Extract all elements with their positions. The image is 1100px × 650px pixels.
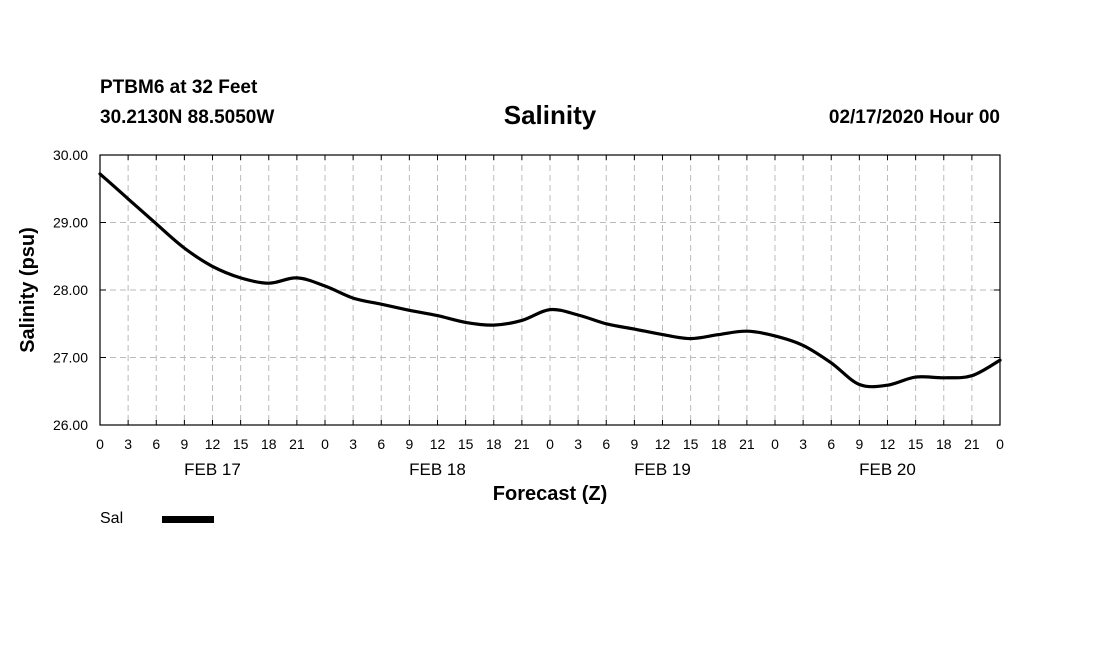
x-tick-label: 15 [233,436,249,452]
x-tick-label: 0 [771,436,779,452]
x-tick-label: 18 [711,436,727,452]
x-tick-label: 12 [655,436,671,452]
legend-swatch-sal [162,516,215,524]
x-tick-label: 15 [908,436,924,452]
x-tick-label: 12 [430,436,446,452]
x-tick-label: 6 [152,436,160,452]
date-label: FEB 17 [184,460,241,479]
x-tick-label: 3 [799,436,807,452]
x-tick-label: 21 [739,436,755,452]
x-tick-label: 21 [964,436,980,452]
x-tick-label: 6 [602,436,610,452]
y-tick-label: 29.00 [53,215,88,231]
x-tick-label: 6 [827,436,835,452]
x-tick-label: 15 [458,436,474,452]
y-axis-title: Salinity (psu) [17,227,39,353]
x-tick-label: 9 [630,436,638,452]
chart-title: Salinity [503,100,597,130]
x-tick-label: 21 [514,436,530,452]
y-tick-label: 27.00 [53,350,88,366]
x-tick-label: 0 [546,436,554,452]
x-tick-label: 3 [349,436,357,452]
station-coordinates: 30.2130N 88.5050W [100,107,275,128]
legend: Sal [100,510,215,528]
x-tick-label: 21 [289,436,305,452]
x-tick-label: 0 [321,436,329,452]
date-label: FEB 18 [409,460,466,479]
x-tick-label: 0 [96,436,104,452]
x-tick-label: 18 [261,436,277,452]
x-tick-label: 15 [683,436,699,452]
x-tick-label: 0 [996,436,1004,452]
x-tick-label: 12 [880,436,896,452]
x-tick-label: 9 [855,436,863,452]
date-label: FEB 20 [859,460,916,479]
x-tick-label: 3 [574,436,582,452]
x-tick-label: 18 [486,436,502,452]
x-tick-label: 9 [405,436,413,452]
x-axis-title: Forecast (Z) [493,483,607,505]
series-line-sal [98,172,1002,389]
x-tick-label: 6 [377,436,385,452]
y-tick-label: 26.00 [53,417,88,433]
forecast-run-time: 02/17/2020 Hour 00 [828,107,1000,128]
x-tick-label: 12 [205,436,221,452]
x-tick-label: 9 [180,436,188,452]
y-tick-label: 30.00 [53,147,88,163]
y-tick-label: 28.00 [53,282,88,298]
station-name: PTBM6 at 32 Feet [100,77,258,98]
legend-label-sal: Sal [100,510,124,527]
x-tick-label: 18 [936,436,952,452]
x-tick-label: 3 [124,436,132,452]
date-label: FEB 19 [634,460,691,479]
